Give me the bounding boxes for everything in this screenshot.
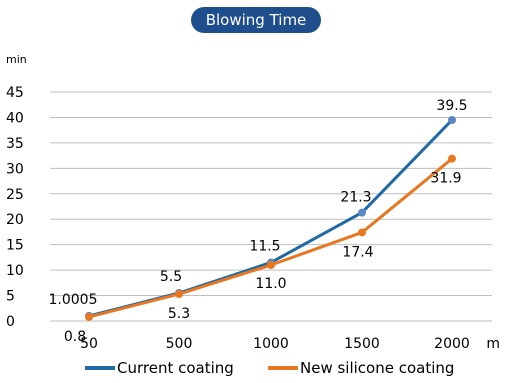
chart-title: Blowing Time: [206, 11, 307, 29]
data-label: 11.5: [249, 238, 280, 254]
x-tick-label: 500: [166, 336, 193, 352]
y-axis-ticks: 0 5 10 15 20 25 30 35 40 45: [6, 85, 24, 330]
data-point: [85, 312, 93, 321]
data-label: 5.3: [168, 306, 190, 322]
data-point: [267, 261, 275, 270]
data-point: [175, 290, 183, 299]
y-tick-label: 45: [6, 85, 24, 101]
data-point: [448, 115, 456, 124]
x-tick-label: 2000: [434, 336, 470, 352]
data-label: 17.4: [342, 244, 373, 260]
legend-label: New silicone coating: [300, 359, 454, 377]
title-pill: [191, 7, 321, 33]
data-label: 1.0005: [49, 292, 98, 308]
data-label: 21.3: [340, 190, 371, 206]
gridlines: [50, 91, 492, 322]
y-tick-label: 40: [6, 110, 24, 126]
data-label: 31.9: [430, 171, 461, 187]
y-tick-label: 0: [6, 314, 15, 330]
chart-title-badge: Blowing Time: [191, 7, 321, 33]
y-tick-label: 15: [6, 238, 24, 254]
y-tick-label: 20: [6, 212, 24, 228]
y-tick-label: 25: [6, 187, 24, 203]
series-group: [85, 115, 456, 321]
data-labels: 1.0005 5.5 11.5 21.3 39.5 0.8 5.3 11.0 17.4 31.9: [49, 98, 468, 345]
data-point: [358, 208, 366, 217]
y-tick-label: 30: [6, 161, 24, 177]
data-label: 0.8: [64, 329, 86, 345]
y-axis-unit: min: [6, 53, 27, 66]
data-label: 11.0: [255, 276, 286, 292]
x-axis-unit: m: [486, 336, 500, 352]
x-tick-label: 1500: [344, 336, 380, 352]
data-label: 5.5: [160, 269, 182, 285]
x-tick-label: 1000: [253, 336, 289, 352]
y-tick-label: 10: [6, 263, 24, 279]
legend-label: Current coating: [117, 359, 234, 377]
data-point: [448, 154, 456, 163]
y-tick-label: 5: [6, 289, 15, 305]
x-tick-label: 50: [80, 336, 98, 352]
legend: Current coating New silicone coating: [85, 359, 454, 377]
y-tick-label: 35: [6, 136, 24, 152]
x-axis-ticks: 50 500 1000 1500 2000: [80, 336, 470, 352]
data-point: [358, 228, 366, 237]
data-label: 39.5: [436, 98, 467, 114]
